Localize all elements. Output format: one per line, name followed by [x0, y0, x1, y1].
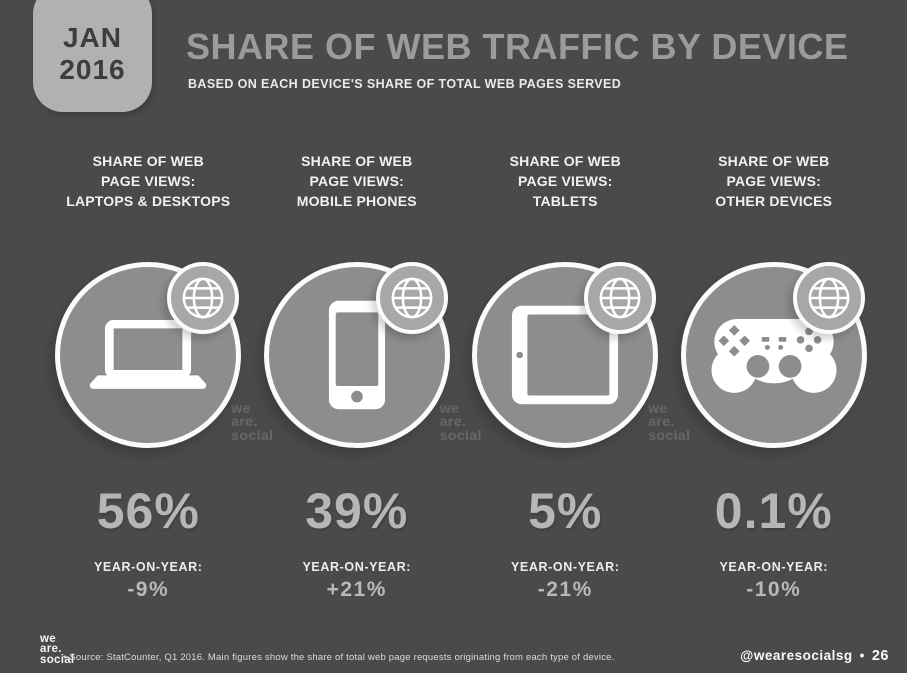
column-header-line: LAPTOPS & DESKTOPS [66, 192, 231, 209]
column-header-line: PAGE VIEWS: [100, 172, 196, 189]
column-tablets: SHARE OF WEB PAGE VIEWS: TABLETS [461, 152, 690, 602]
date-month: JAN [62, 21, 122, 53]
globe-icon [391, 277, 433, 319]
logo-line: are. [40, 643, 62, 656]
date-year: 2016 [59, 54, 126, 85]
watermark-line: we [231, 400, 251, 416]
column-header: SHARE OF WEB PAGE VIEWS: OTHER DEVICES [670, 152, 879, 214]
yoy-label: YEAR-ON-YEAR: [719, 560, 828, 574]
source-text: Source: StatCounter, Q1 2016. Main figur… [69, 652, 615, 663]
device-circle: we are. social [55, 262, 273, 448]
page-subtitle: BASED ON EACH DEVICE'S SHARE OF TOTAL WE… [188, 77, 622, 91]
smartphone-icon [328, 300, 385, 410]
yoy-value: -21% [537, 578, 593, 601]
column-header-line: PAGE VIEWS: [726, 172, 821, 189]
globe-icon [167, 262, 240, 334]
watermark-line: we [439, 400, 460, 416]
watermark-line: social [231, 426, 274, 443]
column-header: SHARE OF WEB PAGE VIEWS: TABLETS [461, 152, 670, 214]
yoy-value: -9% [127, 578, 170, 601]
device-columns: SHARE OF WEB PAGE VIEWS: LAPTOPS & DESKT… [44, 152, 878, 602]
device-circle [680, 262, 867, 448]
bullet: • [63, 652, 67, 663]
page-number: 26 [871, 648, 889, 664]
game-controller-icon [711, 319, 837, 393]
page-title: SHARE OF WEB TRAFFIC BY DEVICE [186, 26, 849, 67]
globe-icon [182, 277, 224, 319]
footer-credit: @wearesocialsg • 26 [740, 648, 889, 664]
share-value: 56% [96, 483, 200, 539]
watermark-line: we [648, 400, 668, 416]
globe-icon [599, 277, 641, 319]
we-are-social-logo: we are. social [40, 632, 75, 667]
device-circle: we are. social [263, 262, 481, 448]
column-header-line: OTHER DEVICES [715, 192, 833, 209]
column-header: SHARE OF WEB PAGE VIEWS: MOBILE PHONES [253, 152, 462, 214]
yoy-value: +21% [326, 578, 387, 601]
watermark-line: are. [231, 413, 258, 430]
globe-icon [584, 262, 657, 334]
globe-icon [808, 277, 850, 319]
share-value: 39% [305, 483, 409, 539]
column-laptops-desktops: SHARE OF WEB PAGE VIEWS: LAPTOPS & DESKT… [44, 152, 273, 602]
column-header-line: SHARE OF WEB [718, 153, 830, 169]
separator-dot: • [859, 648, 865, 663]
share-value: 0.1% [714, 483, 833, 539]
logo-line: social [40, 654, 75, 667]
yoy-label: YEAR-ON-YEAR: [302, 560, 411, 574]
watermark-line: social [439, 426, 482, 443]
source-note: • Source: StatCounter, Q1 2016. Main fig… [63, 652, 614, 663]
watermark-line: are. [648, 413, 675, 430]
laptop-icon [90, 320, 207, 389]
column-header-line: PAGE VIEWS: [517, 172, 613, 189]
yoy-label: YEAR-ON-YEAR: [94, 560, 203, 574]
tablet-icon [512, 305, 619, 405]
share-value: 5% [528, 483, 603, 539]
column-mobile-phones: SHARE OF WEB PAGE VIEWS: MOBILE PHONES [253, 152, 481, 602]
we-are-social-watermark: we are. social [648, 400, 691, 443]
yoy-label: YEAR-ON-YEAR: [511, 560, 620, 574]
column-header-line: MOBILE PHONES [296, 192, 417, 209]
column-header-line: SHARE OF WEB [509, 153, 621, 169]
column-header-line: SHARE OF WEB [92, 153, 204, 169]
watermark-line: social [648, 426, 691, 443]
column-header: SHARE OF WEB PAGE VIEWS: LAPTOPS & DESKT… [44, 152, 253, 214]
column-header-line: TABLETS [532, 192, 598, 209]
column-other-devices: SHARE OF WEB PAGE VIEWS: OTHER DEVICES [670, 152, 879, 602]
column-header-line: SHARE OF WEB [301, 153, 413, 169]
logo-line: we [40, 632, 56, 645]
watermark-line: are. [439, 413, 467, 430]
device-circle: we are. social [472, 262, 690, 448]
date-badge: JAN 2016 [33, 0, 152, 112]
social-handle: @wearesocialsg [740, 648, 853, 663]
we-are-social-watermark: we are. social [439, 400, 482, 443]
column-header-line: PAGE VIEWS: [309, 172, 404, 189]
globe-icon [375, 262, 448, 334]
we-are-social-watermark: we are. social [231, 400, 274, 443]
yoy-value: -10% [746, 578, 802, 601]
globe-icon [792, 262, 865, 334]
